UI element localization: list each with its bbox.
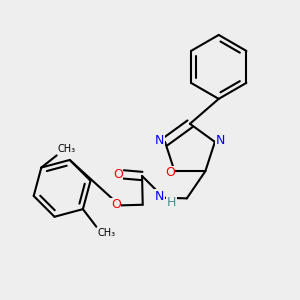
Text: CH₃: CH₃ bbox=[98, 228, 116, 238]
Text: CH₃: CH₃ bbox=[58, 144, 76, 154]
Text: O: O bbox=[165, 166, 175, 179]
Text: O: O bbox=[111, 198, 121, 211]
Text: N: N bbox=[154, 134, 164, 147]
Text: N: N bbox=[155, 190, 164, 202]
Text: N: N bbox=[216, 134, 225, 147]
Text: H: H bbox=[167, 196, 176, 209]
Text: O: O bbox=[113, 168, 123, 181]
